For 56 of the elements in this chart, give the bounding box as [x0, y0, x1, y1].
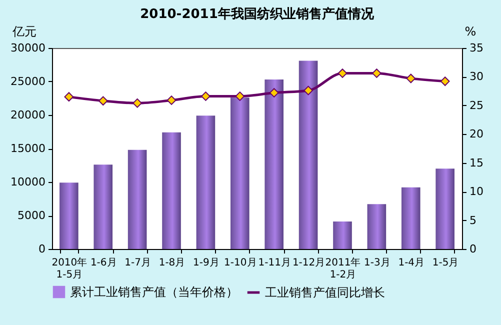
x-tick-label: 1-7月: [124, 258, 151, 268]
x-tick-label: 2011年 1-2月: [325, 256, 361, 280]
point: [64, 92, 74, 102]
bar: [436, 168, 454, 249]
point: [440, 76, 450, 86]
bar: [196, 116, 216, 249]
bar: [128, 150, 147, 249]
point: [132, 98, 142, 108]
point: [269, 88, 279, 98]
legend-label: 工业销售产值同比增长: [265, 286, 385, 300]
y2-axis-title: %: [464, 24, 476, 38]
y-axis-title: 亿元: [12, 24, 36, 38]
y-tick-label: 25000: [10, 75, 46, 88]
x-tick-label: 1-11月: [258, 258, 291, 268]
point: [235, 92, 245, 101]
point: [201, 92, 210, 101]
chart-title: 2010-2011年我国纺织业销售产值情况: [140, 6, 375, 22]
y2-tick-label: 0: [470, 242, 476, 256]
bar: [333, 222, 352, 249]
x-tick-label: 1-10月: [224, 258, 257, 268]
bar: [367, 204, 386, 249]
x-tick-label: 1-8月: [158, 258, 186, 268]
bar: [60, 182, 78, 249]
y2-tick-label: 30: [470, 70, 484, 84]
y2-tick-label: 5: [470, 214, 476, 227]
point: [304, 86, 313, 96]
y2-tick-label: 10: [470, 185, 484, 198]
y-tick-label: 5000: [18, 209, 46, 222]
y-tick-label: 30000: [10, 42, 46, 54]
y2-tick-label: 25: [470, 98, 484, 112]
x-tick-label: 2010年 1-5月: [52, 256, 88, 280]
y2-tick-label: 35: [470, 42, 484, 54]
bar: [264, 79, 284, 249]
x-tick-label: 1-5月: [432, 258, 459, 268]
bar: [230, 98, 250, 249]
y-tick-label: 10000: [10, 176, 46, 188]
y2-tick-label: 15: [470, 156, 484, 170]
y-tick-label: 15000: [10, 142, 46, 155]
x-tick-label: 1-3月: [364, 258, 390, 268]
point: [166, 96, 176, 105]
y-tick-label: 20000: [10, 108, 46, 122]
x-tick-label: 1-12月: [292, 258, 326, 268]
y-tick-label: 0: [38, 242, 46, 256]
point: [406, 74, 416, 84]
point: [98, 96, 108, 106]
bar: [298, 60, 318, 249]
legend-label: 累计工业销售产值（当年价格）: [70, 285, 238, 299]
point: [338, 68, 348, 78]
bar: [162, 132, 181, 249]
y2-tick-label: 20: [470, 128, 484, 141]
x-tick-label: 1-6月: [90, 258, 117, 268]
point: [372, 68, 382, 78]
x-tick-label: 1-9月: [193, 258, 220, 268]
x-tick-label: 1-4月: [398, 258, 425, 268]
bar: [401, 187, 420, 249]
bar: [94, 164, 113, 249]
